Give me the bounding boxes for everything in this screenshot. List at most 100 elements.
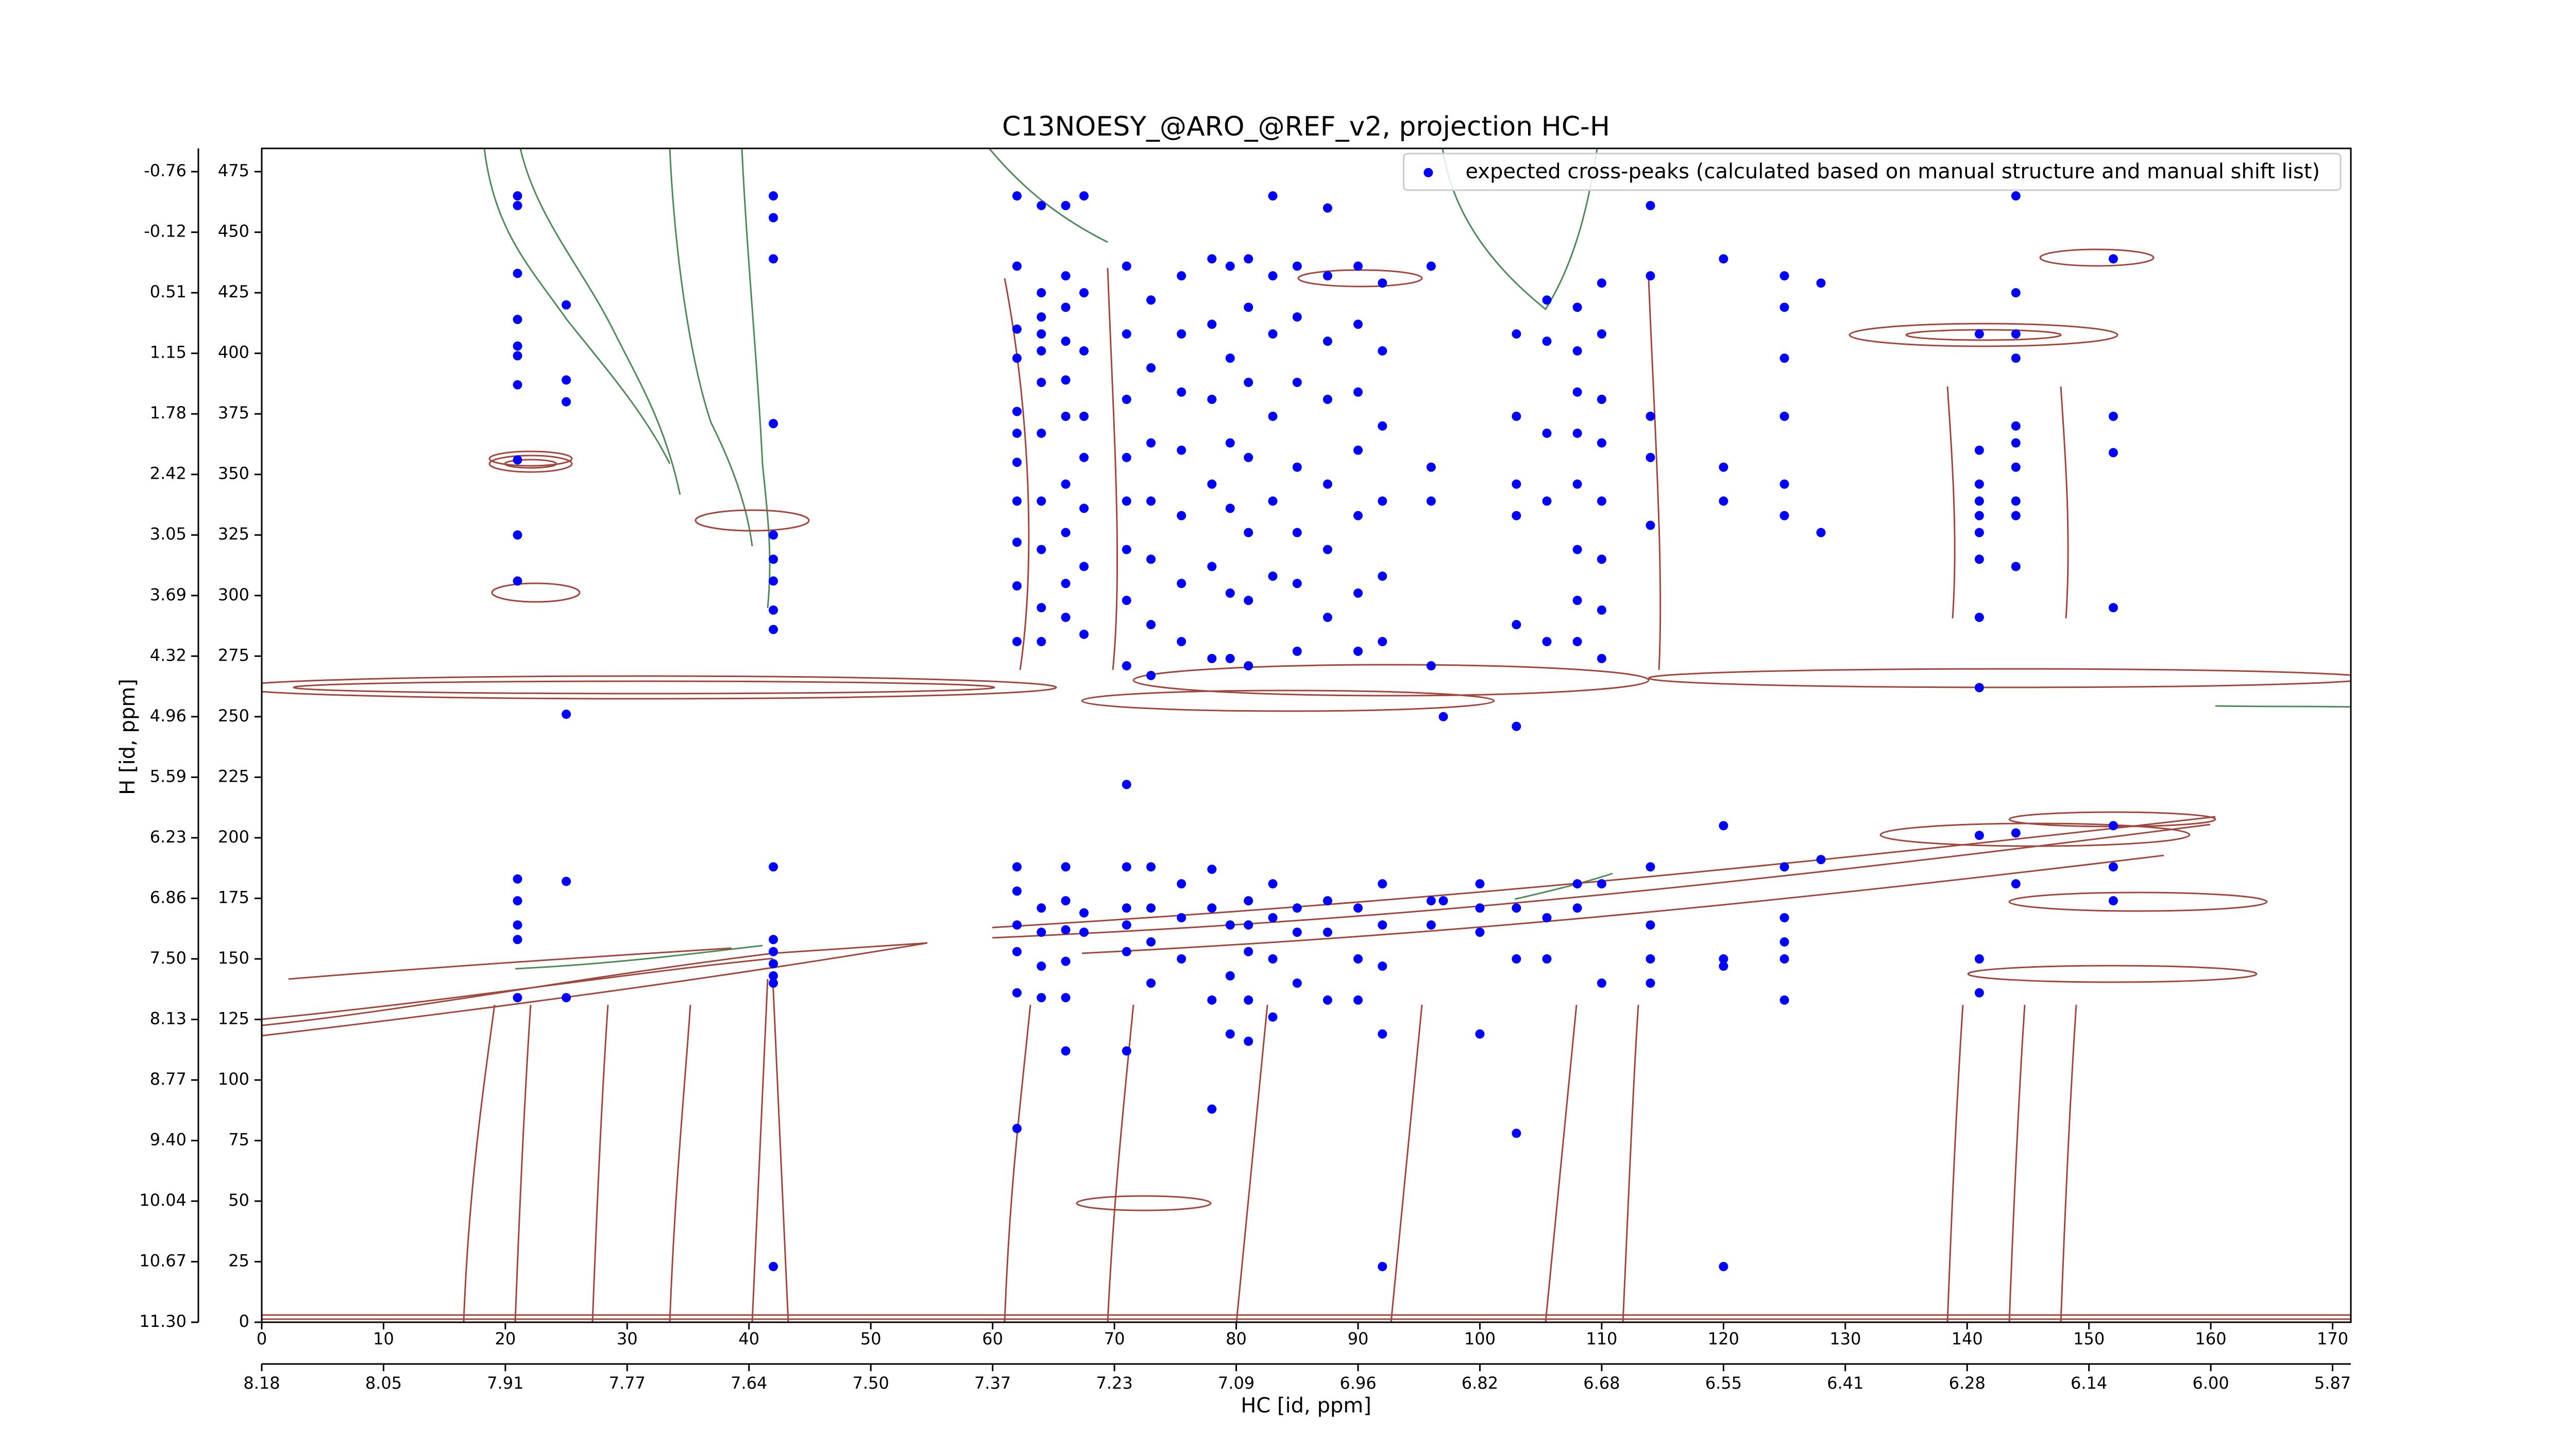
cross-peak — [513, 874, 522, 884]
cross-peak — [562, 993, 571, 1003]
cross-peak — [1292, 903, 1302, 913]
cross-peak — [1061, 896, 1071, 906]
cross-peak — [1061, 411, 1071, 421]
cross-peak — [1244, 302, 1253, 312]
cross-peak — [1780, 411, 1789, 421]
cross-peak — [1974, 831, 1984, 840]
cross-peak — [1512, 479, 1521, 489]
cross-peak — [1780, 271, 1789, 281]
cross-peak — [1177, 511, 1187, 520]
cross-peak — [1012, 1123, 1022, 1133]
y-tick-label: 250 — [218, 706, 249, 726]
cross-peak — [1292, 978, 1302, 988]
cross-peak — [1719, 821, 1728, 831]
cross-peak — [513, 896, 522, 906]
x-tick-label: 70 — [1104, 1329, 1125, 1349]
cross-peak — [1572, 545, 1582, 554]
x-tick-label: 60 — [982, 1329, 1003, 1349]
cross-peak — [1974, 528, 1984, 537]
cross-peak — [1597, 395, 1606, 405]
cross-peak — [1146, 554, 1156, 564]
cross-peak — [1244, 452, 1253, 462]
cross-peak — [1012, 947, 1022, 956]
cross-peak — [1079, 908, 1089, 918]
cross-peak — [769, 935, 778, 945]
cross-peak — [1426, 896, 1436, 906]
x-tick-label: 170 — [2317, 1329, 2348, 1349]
cross-peak — [1244, 661, 1253, 671]
cross-peak — [1012, 324, 1022, 334]
cross-peak — [1122, 920, 1131, 930]
cross-peak — [1292, 261, 1302, 271]
cross-peak — [1177, 579, 1187, 588]
cross-peak — [1122, 395, 1131, 405]
cross-peak — [1244, 378, 1253, 387]
cross-peak — [1244, 596, 1253, 605]
cross-peak — [1719, 496, 1728, 506]
x-tick-label: 120 — [1708, 1329, 1739, 1349]
cross-peak — [1646, 954, 1655, 964]
cross-peak — [1061, 1046, 1071, 1056]
cross-peak — [769, 1261, 778, 1271]
cross-peak — [1323, 395, 1332, 405]
cross-peak — [1122, 780, 1131, 789]
cross-peak — [513, 314, 522, 324]
cross-peak — [1597, 653, 1606, 663]
cross-peak — [1780, 862, 1789, 872]
cross-peak — [1378, 637, 1387, 647]
y-tick-label: 50 — [228, 1190, 249, 1210]
cross-peak — [1037, 200, 1046, 210]
cross-peak — [1061, 613, 1071, 622]
cross-peak — [1323, 203, 1332, 213]
x-tick-label: 80 — [1226, 1329, 1247, 1349]
cross-peak — [1512, 511, 1521, 520]
legend-marker — [1423, 168, 1433, 177]
cross-peak — [1207, 562, 1217, 571]
cross-peak — [1012, 920, 1022, 930]
y2-tick-label: 0.51 — [150, 282, 187, 301]
cross-peak — [2108, 448, 2118, 458]
y-tick-label: 25 — [228, 1251, 249, 1270]
cross-peak — [1037, 903, 1046, 913]
y2-tick-label: 8.77 — [150, 1069, 187, 1089]
cross-peak — [1780, 479, 1789, 489]
cross-peak — [1146, 295, 1156, 305]
cross-peak — [1646, 520, 1655, 530]
cross-peak — [2011, 288, 2021, 298]
cross-peak — [1323, 336, 1332, 346]
cross-peak — [513, 268, 522, 278]
x-tick-label: 50 — [860, 1329, 882, 1349]
x-tick-label: 100 — [1464, 1329, 1496, 1349]
cross-peak — [1079, 191, 1089, 201]
x-tick-label: 10 — [373, 1329, 394, 1349]
cross-peak — [1079, 503, 1089, 513]
cross-peak — [1378, 571, 1387, 581]
cross-peak — [1512, 1128, 1521, 1138]
cross-peak — [1061, 528, 1071, 537]
y-tick-label: 0 — [239, 1311, 249, 1331]
y2-tick-label: 10.04 — [139, 1190, 187, 1210]
cross-peak — [1719, 254, 1728, 264]
cross-peak — [769, 191, 778, 201]
cross-peak — [1292, 528, 1302, 537]
cross-peak — [1268, 271, 1278, 281]
x2-tick-label: 8.18 — [243, 1373, 280, 1393]
plot-frame — [261, 147, 2352, 1323]
cross-peak — [769, 213, 778, 223]
cross-peak — [1572, 596, 1582, 605]
cross-peak — [1207, 479, 1217, 489]
cross-peak — [1225, 261, 1235, 271]
cross-peak — [1012, 191, 1022, 201]
cross-peak — [1122, 545, 1131, 554]
y2-tick-label: 3.69 — [150, 585, 187, 604]
cross-peak — [1426, 661, 1436, 671]
y-tick-label: 450 — [218, 222, 249, 241]
cross-peak — [1780, 954, 1789, 964]
cross-peak — [1426, 920, 1436, 930]
cross-peak — [1207, 653, 1217, 663]
x2-tick-label: 7.09 — [1218, 1373, 1255, 1393]
cross-peak — [2108, 862, 2118, 872]
x2-tick-label: 6.82 — [1462, 1373, 1498, 1393]
cross-peak — [1323, 995, 1332, 1005]
